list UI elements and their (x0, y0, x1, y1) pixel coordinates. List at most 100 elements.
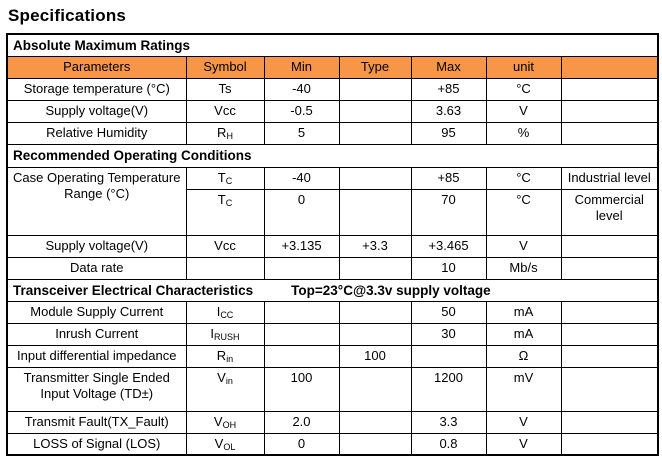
specifications-page: Specifications Absolute Maximum Ratings … (6, 6, 660, 456)
cell-unit: °C (485, 166, 562, 190)
symbol-subscript: OL (223, 441, 236, 452)
cell-parameter: Inrush Current (6, 322, 187, 346)
column-header-note (560, 56, 659, 80)
table-row-case-temp-industrial: Case Operating Temperature Range (°C) TC… (6, 166, 659, 236)
section-subtitle-test-condition: Top=23°C@3.3v supply voltage (291, 282, 491, 298)
cell-min: +3.135 (263, 234, 340, 258)
cell-symbol: Vcc (185, 100, 265, 124)
cell-max: +85 (410, 166, 487, 190)
cell-min (263, 344, 340, 368)
cell-symbol: RH (185, 122, 265, 146)
cell-parameter: Data rate (6, 256, 187, 280)
cell-type (338, 256, 412, 280)
table-row-module-supply-current: Module Supply Current ICC 50 mA (6, 300, 659, 324)
cell-symbol: VOL (185, 432, 265, 456)
cell-parameter: LOSS of Signal (LOS) (6, 432, 187, 456)
page-title: Specifications (8, 6, 127, 25)
cell-symbol (185, 256, 265, 280)
cell-type (338, 122, 412, 146)
cell-min: 0 (263, 188, 340, 236)
cell-min: -40 (263, 166, 340, 190)
cell-unit: % (485, 122, 562, 146)
cell-max: 0.8 (410, 432, 487, 456)
column-header-type: Type (338, 56, 412, 80)
symbol-subscript: OH (222, 419, 237, 430)
cell-min: 100 (263, 366, 340, 412)
section-title-transceiver-electrical-characteristics: Transceiver Electrical Characteristics (13, 282, 254, 298)
symbol-base: V (214, 435, 224, 451)
cell-parameter: Transmitter Single Ended Input Voltage (… (6, 366, 187, 412)
cell-type (338, 366, 412, 412)
symbol-subscript: H (226, 131, 233, 142)
cell-type: +3.3 (338, 234, 412, 258)
table-row-supply-voltage-abs: Supply voltage(V) Vcc -0.5 3.63 V (6, 100, 659, 124)
cell-note (560, 100, 659, 124)
cell-unit: mV (485, 366, 562, 412)
table-row-input-differential-impedance: Input differential impedance Rin 100 Ω (6, 344, 659, 368)
cell-type (338, 188, 412, 236)
symbol-subscript: C (225, 197, 233, 208)
symbol-base: I (216, 303, 221, 319)
cell-parameter: Module Supply Current (6, 300, 187, 324)
symbol-base: Vcc (214, 103, 236, 119)
cell-parameter: Supply voltage(V) (6, 234, 187, 258)
table-row-transmit-fault: Transmit Fault(TX_Fault) VOH 2.0 3.3 V (6, 410, 659, 434)
cell-symbol: TC (185, 188, 265, 236)
section-row-absolute-maximum-ratings: Absolute Maximum Ratings (6, 33, 659, 58)
symbol-base: T (217, 169, 226, 185)
cell-unit: °C (485, 188, 562, 236)
table-row-case-temp-commercial: TC 0 70 °C Commercial level (7, 188, 659, 236)
cell-min: 5 (263, 122, 340, 146)
cell-max: 50 (410, 300, 487, 324)
symbol-base: V (217, 369, 226, 385)
cell-note (560, 322, 659, 346)
cell-note (560, 300, 659, 324)
symbol-base: Ts (218, 81, 232, 97)
symbol-base: I (210, 325, 215, 341)
section-row-transceiver-electrical-characteristics: Transceiver Electrical Characteristics To… (6, 278, 659, 302)
cell-unit: V (485, 234, 562, 258)
cell-min: 0 (263, 432, 340, 456)
cell-unit: Mb/s (485, 256, 562, 280)
cell-note: Industrial level (560, 166, 659, 190)
cell-max: 10 (410, 256, 487, 280)
cell-max: 30 (410, 322, 487, 346)
cell-min: -0.5 (263, 100, 340, 124)
table-row-data-rate: Data rate 10 Mb/s (6, 256, 659, 280)
section-title-recommended-operating-conditions: Recommended Operating Conditions (6, 144, 659, 168)
symbol-base: Vcc (214, 237, 236, 253)
cell-max: 95 (410, 122, 487, 146)
cell-unit: Ω (485, 344, 562, 368)
cell-type (338, 432, 412, 456)
cell-min: -40 (263, 78, 340, 102)
cell-note: Commercial level (560, 188, 659, 236)
cell-type (338, 100, 412, 124)
cell-max: 3.3 (410, 410, 487, 434)
cell-note (560, 344, 659, 368)
cell-min (263, 322, 340, 346)
cell-max (410, 344, 487, 368)
cell-unit: °C (485, 78, 562, 102)
cell-min: 2.0 (263, 410, 340, 434)
section-row-recommended-operating-conditions: Recommended Operating Conditions (6, 144, 659, 168)
symbol-base: V (213, 413, 223, 429)
specifications-table: Absolute Maximum Ratings Parameters Symb… (6, 33, 660, 456)
table-row-relative-humidity: Relative Humidity RH 5 95 % (6, 122, 659, 146)
symbol-subscript: in (226, 353, 234, 364)
cell-note (560, 256, 659, 280)
cell-type (338, 410, 412, 434)
cell-symbol: TC (185, 166, 265, 190)
column-header-min: Min (263, 56, 340, 80)
column-header-max: Max (410, 56, 487, 80)
cell-type (338, 322, 412, 346)
cell-type (338, 300, 412, 324)
column-header-symbol: Symbol (185, 56, 265, 80)
symbol-base: T (217, 191, 226, 207)
table-row-transmitter-single-ended: Transmitter Single Ended Input Voltage (… (6, 366, 659, 412)
symbol-base: R (216, 347, 227, 363)
cell-symbol: ICC (185, 300, 265, 324)
symbol-subscript: RUSH (214, 331, 240, 342)
cell-max: 1200 (410, 366, 487, 412)
cell-parameter: Transmit Fault(TX_Fault) (6, 410, 187, 434)
table-row-storage-temperature: Storage temperature (°C) Ts -40 +85 °C (6, 78, 659, 102)
